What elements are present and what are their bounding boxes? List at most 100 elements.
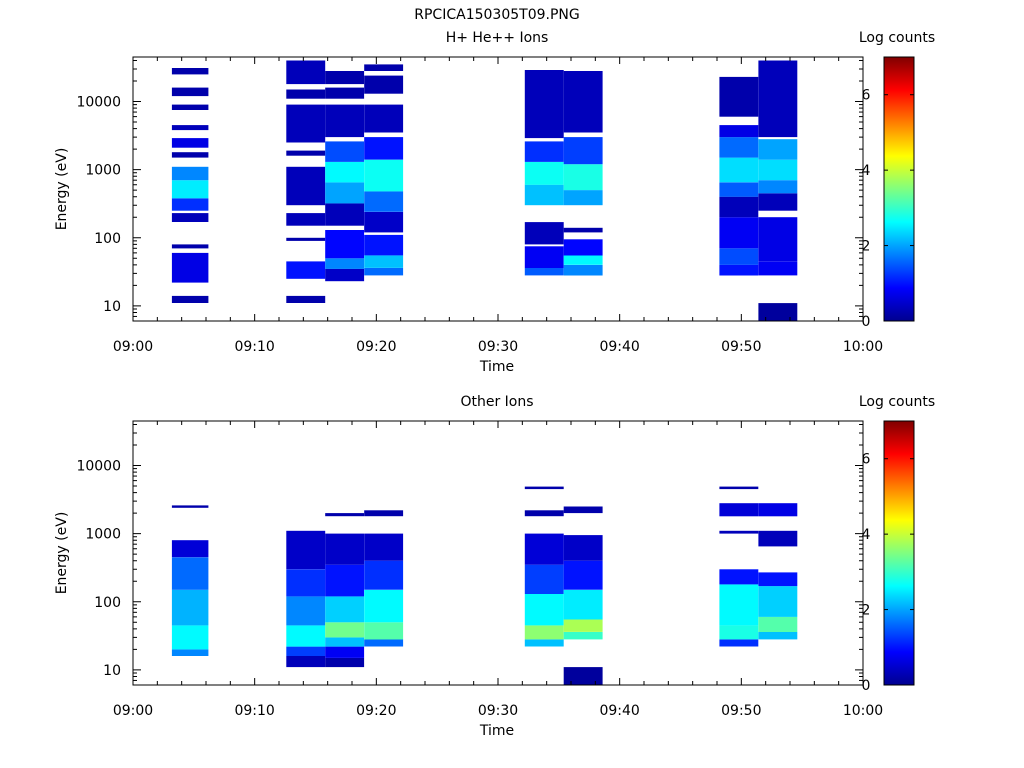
y-tick-label: 10000 <box>76 95 121 111</box>
heatmap-cell <box>719 584 759 626</box>
x-tick-label: 10:00 <box>843 339 883 355</box>
heatmap-cell <box>364 211 404 233</box>
heatmap-cell <box>524 141 564 162</box>
heatmap-cell <box>758 139 798 160</box>
heatmap-cell <box>286 625 326 647</box>
y-tick-label: 10 <box>103 299 121 315</box>
heatmap-cell <box>719 639 759 647</box>
heatmap-cell <box>719 264 759 276</box>
heatmap-cell <box>286 213 326 226</box>
heatmap-cell <box>325 87 365 99</box>
heatmap-cell <box>758 217 798 262</box>
heatmap-cell <box>286 150 326 156</box>
heatmap-cell <box>364 560 404 590</box>
heatmap-cell <box>524 246 564 268</box>
heatmap-cell <box>171 213 209 222</box>
heatmap-cell <box>524 625 564 640</box>
heatmap-cell <box>171 152 209 158</box>
panel-title: Other Ions <box>460 394 533 410</box>
heatmap-cell <box>364 137 404 160</box>
colorbar-tick-label: 6 <box>862 452 871 468</box>
heatmap-cell <box>325 104 365 138</box>
heatmap-cell <box>524 594 564 626</box>
heatmap-cell <box>171 625 209 650</box>
x-tick-label: 09:20 <box>356 339 396 355</box>
heatmap-cell <box>286 104 326 143</box>
heatmap-cell <box>719 248 759 265</box>
heatmap-cell <box>563 667 603 685</box>
x-tick-label: 10:00 <box>843 703 883 719</box>
heatmap-cell <box>758 632 798 640</box>
heatmap-cell <box>286 89 326 99</box>
x-tick-label: 09:40 <box>599 339 639 355</box>
heatmap-cell <box>758 159 798 181</box>
heatmap-cell <box>171 557 209 590</box>
heatmap-cell <box>719 217 759 249</box>
heatmap-cell <box>758 180 798 194</box>
x-tick-label: 09:00 <box>113 339 153 355</box>
heatmap-cell <box>524 533 564 565</box>
colorbar-label: Log counts <box>859 30 935 46</box>
colorbar-ticks: 0 2 4 6 <box>862 452 914 694</box>
heatmap-cell <box>719 503 759 517</box>
heatmap-cell <box>719 157 759 183</box>
heatmap-cell <box>325 203 365 226</box>
heatmap-cell <box>325 513 365 517</box>
colorbar-tick-label: 4 <box>862 163 871 179</box>
heatmap-cell <box>325 657 365 668</box>
heatmap-cell <box>171 138 209 148</box>
heatmap-cell <box>171 166 209 181</box>
heatmap-cell <box>563 264 603 276</box>
heatmap-cell <box>758 303 798 321</box>
heatmap-cell <box>364 104 404 133</box>
heatmap-cell <box>563 239 603 256</box>
heatmap-cell <box>524 268 564 276</box>
heatmap-cell <box>286 656 326 668</box>
heatmap-cell <box>719 196 759 218</box>
heatmap-cell <box>719 569 759 585</box>
x-tick-label: 09:30 <box>478 703 518 719</box>
heatmap-cell <box>325 637 365 647</box>
heatmap-cell <box>364 64 404 71</box>
heatmap-cell <box>171 540 209 558</box>
heatmap-cell <box>286 646 326 656</box>
heatmap-cell <box>563 164 603 191</box>
heatmap-cell <box>171 68 209 75</box>
heatmap-cell <box>364 589 404 623</box>
x-tick-label: 09:30 <box>478 339 518 355</box>
heatmap-cell <box>364 533 404 561</box>
heatmap-cell <box>171 649 209 656</box>
heatmap-cell <box>325 182 365 204</box>
heatmap-cell <box>524 184 564 206</box>
heatmap-cell <box>719 530 759 534</box>
colorbar-tick-label: 0 <box>862 678 871 694</box>
heatmap-cell <box>286 295 326 303</box>
colorbar-ticks: 0 2 4 6 <box>862 88 914 330</box>
heatmap-cell <box>524 564 564 594</box>
heatmap-cell <box>325 268 365 282</box>
heatmap-cell <box>563 190 603 206</box>
colorbar-tick-label: 2 <box>862 603 871 619</box>
x-tick-label: 09:50 <box>721 339 761 355</box>
heatmap-cell <box>325 596 365 623</box>
y-tick-label: 1000 <box>85 163 121 179</box>
heatmap-cell <box>286 60 326 85</box>
heatmap-cell <box>364 255 404 268</box>
heatmap-cell <box>364 75 404 94</box>
heatmap-cell <box>171 104 209 110</box>
heatmap-cell <box>758 530 798 547</box>
heatmap-cell <box>524 70 564 139</box>
heatmap-cell <box>364 639 404 647</box>
y-tick-label: 100 <box>94 595 121 611</box>
heatmap-cell <box>563 632 603 640</box>
heatmap-cell <box>325 230 365 259</box>
heatmap-cell <box>171 180 209 199</box>
heatmap-cell <box>524 639 564 647</box>
heatmap-cell <box>171 295 209 303</box>
heatmap-cell <box>171 252 209 283</box>
x-tick-label: 09:10 <box>234 703 274 719</box>
heatmap-cell <box>325 622 365 638</box>
heatmap-cell <box>286 166 326 206</box>
heatmap-cell <box>171 198 209 211</box>
